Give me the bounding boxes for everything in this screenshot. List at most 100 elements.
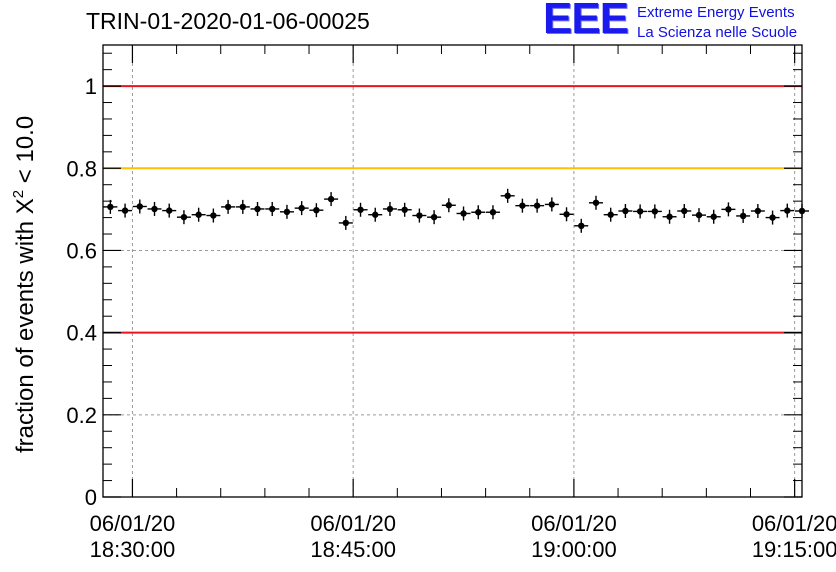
data-point — [618, 204, 633, 219]
data-point-marker — [151, 205, 158, 213]
x-tick-labels: 06/01/2018:30:0006/01/2018:45:0006/01/20… — [90, 511, 836, 562]
data-point-marker — [622, 207, 629, 215]
data-point-marker — [489, 209, 497, 216]
plot-frame — [102, 44, 803, 498]
x-tick-label-date: 06/01/20 — [752, 511, 836, 536]
data-point — [456, 206, 471, 221]
data-point — [397, 202, 412, 217]
data-point — [147, 201, 162, 216]
y-axis-label-tail: < 10.0 — [12, 116, 39, 190]
data-point-marker — [121, 207, 129, 214]
y-axis-label-main: fraction of events with X — [12, 198, 39, 453]
y-tick-labels: 0 0.2 0.4 0.6 0.8 1 — [66, 74, 97, 510]
data-point — [633, 204, 648, 219]
data-point — [324, 192, 339, 207]
data-point-marker — [548, 201, 556, 208]
data-points — [103, 188, 809, 233]
x-tick-label-date: 06/01/20 — [90, 511, 176, 536]
data-point-marker — [754, 207, 762, 215]
data-point-marker — [592, 199, 600, 206]
data-point-marker — [136, 203, 143, 210]
data-point-marker — [607, 211, 614, 218]
data-point — [132, 199, 147, 214]
data-point — [441, 198, 456, 213]
x-tick-label-time: 19:15:00 — [752, 537, 836, 562]
data-point — [485, 205, 500, 220]
data-point — [647, 204, 662, 219]
data-point — [706, 209, 721, 224]
data-point — [250, 201, 265, 216]
data-point — [500, 188, 515, 203]
data-point-marker — [784, 207, 791, 214]
data-point — [559, 207, 574, 222]
data-point-marker — [372, 211, 379, 218]
y-axis-label-superscript: 2 — [10, 190, 27, 198]
data-point — [662, 209, 677, 224]
data-point-marker — [504, 192, 511, 200]
data-point — [221, 199, 236, 214]
data-point-marker — [519, 202, 526, 209]
data-point — [412, 208, 427, 223]
y-axis-label: fraction of events with X2 < 10.0 — [10, 116, 39, 453]
chart-title: TRIN-01-2020-01-06-00025 — [86, 8, 370, 34]
data-point-marker — [725, 206, 732, 213]
data-point-marker — [342, 219, 350, 227]
reference-lines — [103, 85, 802, 334]
data-point — [338, 215, 353, 230]
data-point-marker — [180, 213, 188, 221]
eee-logo: EEE Extreme Energy Events La Scienza nel… — [543, 0, 833, 45]
data-point-marker — [254, 205, 261, 213]
data-point — [574, 218, 589, 233]
data-point-marker — [563, 211, 570, 218]
data-point-marker — [681, 207, 688, 215]
data-point — [721, 202, 736, 217]
data-point — [176, 210, 191, 225]
data-point — [162, 203, 177, 218]
x-tick-label-time: 18:30:00 — [90, 537, 176, 562]
x-tick-label-date: 06/01/20 — [531, 511, 617, 536]
data-point-marker — [401, 206, 408, 213]
x-tick-label-date: 06/01/20 — [310, 511, 396, 536]
data-point-marker — [166, 207, 173, 214]
data-point-marker — [578, 222, 585, 229]
data-point — [530, 198, 545, 213]
data-point — [603, 207, 618, 222]
data-point-marker — [210, 212, 217, 219]
data-point — [515, 198, 530, 213]
data-point — [736, 208, 751, 223]
data-point-marker — [386, 205, 394, 213]
data-point-marker — [357, 206, 364, 213]
data-point — [544, 197, 559, 212]
logo-line-1: Extreme Energy Events — [637, 4, 795, 21]
grid-lines — [103, 45, 802, 497]
data-point — [309, 203, 324, 218]
data-point-marker — [269, 205, 276, 213]
data-point — [368, 207, 383, 222]
data-point — [471, 205, 486, 220]
data-point-marker — [430, 213, 438, 221]
data-point — [265, 201, 280, 216]
data-point — [279, 204, 294, 219]
data-point — [118, 203, 133, 218]
y-tick-label: 0.2 — [66, 403, 97, 428]
data-point — [677, 204, 692, 219]
data-point-marker — [107, 203, 114, 211]
data-point — [103, 199, 118, 214]
data-point — [780, 203, 795, 218]
x-tick-label-time: 19:00:00 — [531, 537, 617, 562]
data-point-marker — [224, 203, 232, 211]
data-point — [235, 199, 250, 214]
data-point-marker — [195, 211, 202, 218]
data-point — [765, 210, 780, 225]
data-point — [294, 201, 309, 216]
data-point-marker — [239, 203, 246, 211]
data-point-marker — [416, 212, 423, 219]
data-point-marker — [445, 202, 453, 209]
data-point-marker — [283, 208, 291, 216]
y-tick-label: 0.6 — [66, 238, 97, 263]
logo-line-2: La Scienza nelle Scuole — [637, 24, 798, 41]
data-point — [427, 210, 442, 225]
data-point-marker — [636, 208, 644, 215]
data-point — [382, 201, 397, 216]
